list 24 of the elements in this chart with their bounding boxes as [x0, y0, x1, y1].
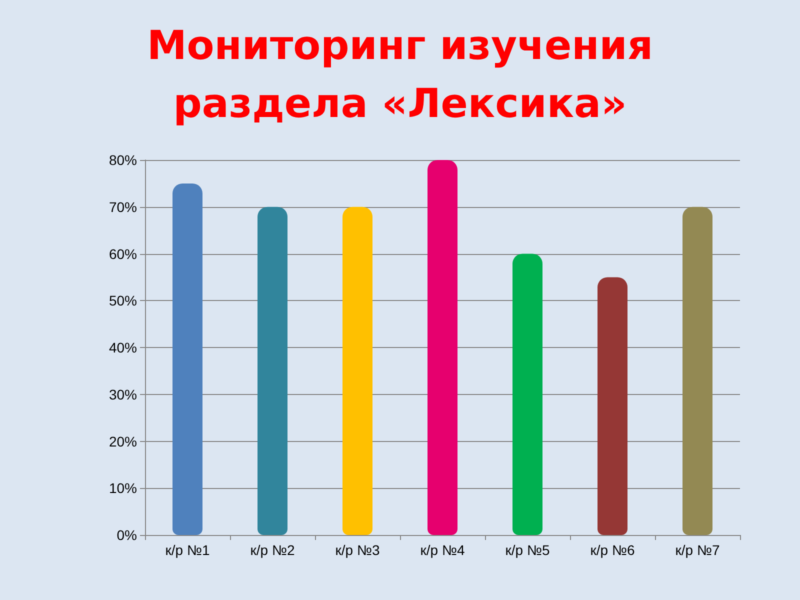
y-tick-label: 70% — [108, 198, 137, 215]
x-tick-label: к/р №4 — [420, 542, 465, 558]
y-tick-label: 30% — [108, 386, 137, 402]
x-tick-label: к/р №5 — [505, 542, 550, 558]
y-tick-label: 50% — [108, 292, 137, 309]
y-tick-label: 80% — [108, 152, 137, 168]
chart-title: Мониторинг изучения раздела «Лексика» — [146, 23, 654, 127]
x-tick-label: к/р №6 — [590, 542, 635, 558]
y-tick-label: 10% — [108, 480, 137, 496]
y-tick-label: 20% — [108, 433, 137, 450]
bar — [428, 160, 458, 535]
x-tick-label: к/р №7 — [675, 542, 720, 558]
y-tick-label: 40% — [108, 340, 137, 356]
x-tick-label: к/р №3 — [335, 542, 380, 558]
x-tick-label: к/р №2 — [250, 542, 295, 558]
y-tick-label: 0% — [116, 527, 137, 543]
y-tick-label: 60% — [108, 246, 137, 262]
bar — [172, 183, 202, 535]
x-tick-label: к/р №1 — [165, 542, 210, 558]
bar — [512, 254, 542, 535]
bar — [342, 206, 372, 535]
bar — [258, 206, 288, 535]
bar — [682, 206, 712, 535]
bar — [598, 277, 628, 535]
